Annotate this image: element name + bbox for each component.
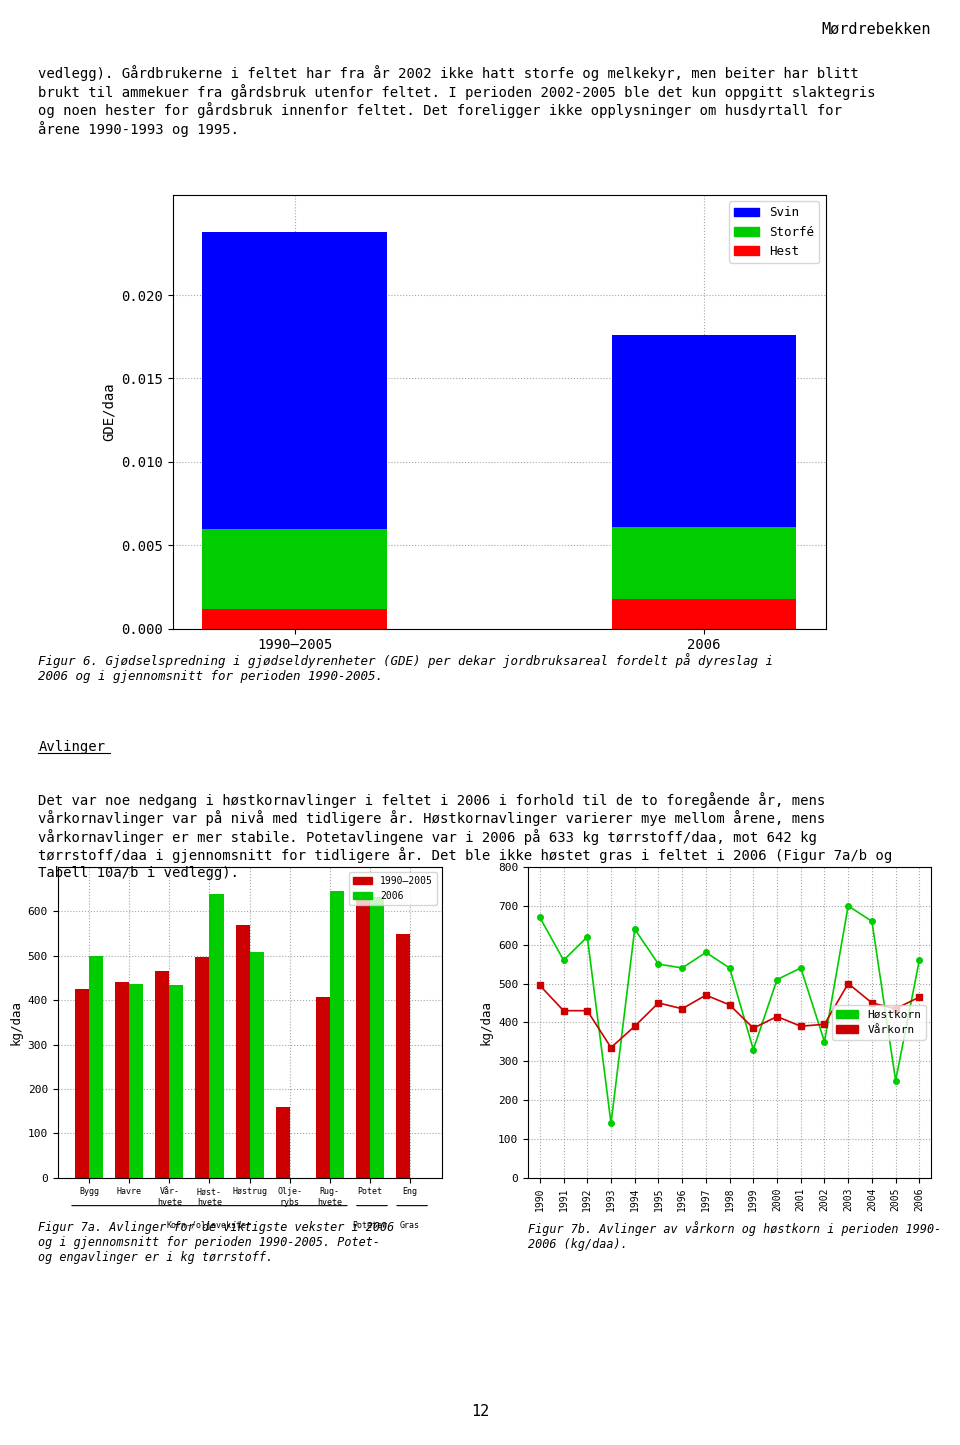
Vårkorn [534,977,545,994]
Vårkorn [866,994,877,1012]
Bar [250,952,264,1178]
Bar [316,997,330,1178]
Vårkorn [629,1017,640,1035]
Bar [612,527,796,598]
Høstkorn [677,959,688,977]
Vårkorn [724,996,735,1013]
Vårkorn [700,987,711,1004]
Vårkorn [653,994,664,1012]
Høstkorn [582,928,593,945]
Vårkorn [582,1001,593,1019]
Høstkorn [795,959,806,977]
Line: Høstkorn: Høstkorn [537,903,923,1126]
Bar [203,608,387,629]
Høstkorn [866,913,877,931]
Bar [89,955,103,1178]
Vårkorn [605,1039,616,1056]
Text: Avlinger: Avlinger [38,740,106,754]
Vårkorn [748,1020,759,1038]
Y-axis label: kg/daa: kg/daa [9,1000,22,1045]
Høstkorn [534,909,545,926]
Text: Poteter: Poteter [352,1221,388,1230]
Bar [130,984,143,1178]
Bar [612,335,796,527]
Y-axis label: kg/daa: kg/daa [479,1000,492,1045]
Høstkorn [771,971,782,988]
Vårkorn [677,1000,688,1017]
Bar [169,984,183,1178]
Bar [330,892,344,1178]
Text: Figur 6. Gjødselspredning i gjødseldyrenheter (GDE) per dekar jordbruksareal for: Figur 6. Gjødselspredning i gjødseldyren… [38,653,774,683]
Vårkorn [843,975,854,993]
Høstkorn [629,920,640,938]
Bar [75,988,89,1178]
Text: Gras: Gras [400,1221,420,1230]
Bar [356,893,370,1178]
Høstkorn [748,1040,759,1058]
Text: 12: 12 [470,1405,490,1419]
Text: Mørdrebekken: Mørdrebekken [822,22,931,36]
Vårkorn [914,988,925,1006]
Bar [612,598,796,629]
Bar [396,933,410,1178]
Text: Korn-/oljevekster: Korn-/oljevekster [167,1221,252,1230]
Høstkorn [724,959,735,977]
Bar [276,1107,290,1178]
Legend: 1990–2005, 2006: 1990–2005, 2006 [348,871,437,905]
Høstkorn [605,1114,616,1131]
Legend: Høstkorn, Vårkorn: Høstkorn, Vårkorn [831,1006,925,1039]
Bar [235,925,250,1178]
Vårkorn [771,1007,782,1025]
Bar [209,893,224,1178]
Bar [203,231,387,529]
Bar [156,971,169,1178]
Høstkorn [843,897,854,915]
Vårkorn [558,1001,569,1019]
Text: Figur 7b. Avlinger av vårkorn og høstkorn i perioden 1990-
2006 (kg/daa).: Figur 7b. Avlinger av vårkorn og høstkor… [528,1221,941,1251]
Høstkorn [653,955,664,972]
Høstkorn [700,944,711,961]
Vårkorn [819,1016,830,1033]
Vårkorn [795,1017,806,1035]
Høstkorn [558,951,569,968]
Line: Vårkorn: Vårkorn [537,981,923,1051]
Høstkorn [914,951,925,968]
Bar [115,983,130,1178]
Vårkorn [890,1000,901,1017]
Y-axis label: GDE/daa: GDE/daa [102,383,115,441]
Text: vedlegg). Gårdbrukerne i feltet har fra år 2002 ikke hatt storfe og melkekyr, me: vedlegg). Gårdbrukerne i feltet har fra … [38,65,876,137]
Bar [370,897,384,1178]
Text: Det var noe nedgang i høstkornavlinger i feltet i 2006 i forhold til de to foreg: Det var noe nedgang i høstkornavlinger i… [38,792,893,880]
Bar [203,529,387,608]
Bar [196,957,209,1178]
Legend: Svin, Storfé, Hest: Svin, Storfé, Hest [730,201,819,263]
Text: Figur 7a. Avlinger for de viktigste vekster i 2006
og i gjennomsnitt for periode: Figur 7a. Avlinger for de viktigste veks… [38,1221,395,1264]
Høstkorn [890,1072,901,1090]
Høstkorn [819,1033,830,1051]
